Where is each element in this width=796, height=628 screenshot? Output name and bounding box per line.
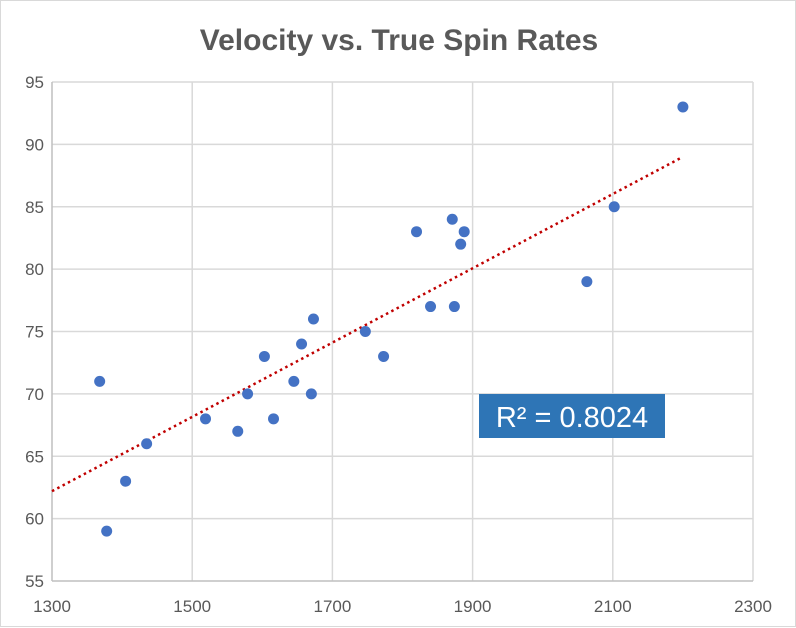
r-squared-text: R² = 0.8024 xyxy=(496,402,648,434)
y-tick-label: 90 xyxy=(25,135,44,154)
data-point xyxy=(608,201,620,213)
trendline-line xyxy=(51,155,684,493)
data-point xyxy=(458,226,470,238)
r-squared-box xyxy=(479,394,665,438)
y-tick-label: 55 xyxy=(25,572,44,591)
data-points xyxy=(94,101,689,537)
data-point xyxy=(359,326,371,337)
data-point xyxy=(288,375,300,387)
chart-title: Velocity vs. True Spin Rates xyxy=(200,24,599,57)
x-tick-label: 2100 xyxy=(594,597,632,616)
data-point xyxy=(378,350,390,362)
data-point xyxy=(268,413,280,425)
data-point xyxy=(446,213,458,225)
data-point xyxy=(101,525,113,537)
y-tick-label: 65 xyxy=(25,447,44,466)
data-point xyxy=(94,375,106,387)
data-point xyxy=(200,413,212,425)
r-squared-label: R² = 0.8024 xyxy=(479,394,665,438)
y-tick-label: 80 xyxy=(25,260,44,279)
y-tick-label: 60 xyxy=(25,510,44,529)
data-point xyxy=(120,475,132,487)
tick-labels: 55 60 65 70 75 80 85 90 95 1300 1500 1700 1900 2100 23… xyxy=(25,73,772,616)
data-point xyxy=(411,226,423,238)
x-tick-label: 1300 xyxy=(33,597,71,616)
data-point xyxy=(448,301,460,313)
x-tick-label: 1500 xyxy=(173,597,211,616)
gridlines xyxy=(52,81,754,581)
y-tick-label: 70 xyxy=(25,385,44,404)
data-point xyxy=(242,388,254,400)
trendline xyxy=(51,155,684,493)
x-tick-label: 1700 xyxy=(313,597,351,616)
data-point xyxy=(425,301,437,313)
x-tick-label: 2300 xyxy=(734,597,772,616)
data-point xyxy=(258,350,270,362)
data-point xyxy=(307,313,319,325)
x-tick-label: 1900 xyxy=(454,597,492,616)
data-point xyxy=(296,338,308,350)
data-point xyxy=(455,238,467,250)
y-tick-label: 85 xyxy=(25,198,44,217)
data-point xyxy=(141,438,153,450)
data-point xyxy=(232,425,244,437)
axes xyxy=(51,82,753,582)
data-point xyxy=(677,101,689,113)
y-tick-label: 75 xyxy=(25,323,44,342)
y-tick-label: 95 xyxy=(25,73,44,92)
data-point xyxy=(581,276,593,288)
data-point xyxy=(305,388,317,400)
